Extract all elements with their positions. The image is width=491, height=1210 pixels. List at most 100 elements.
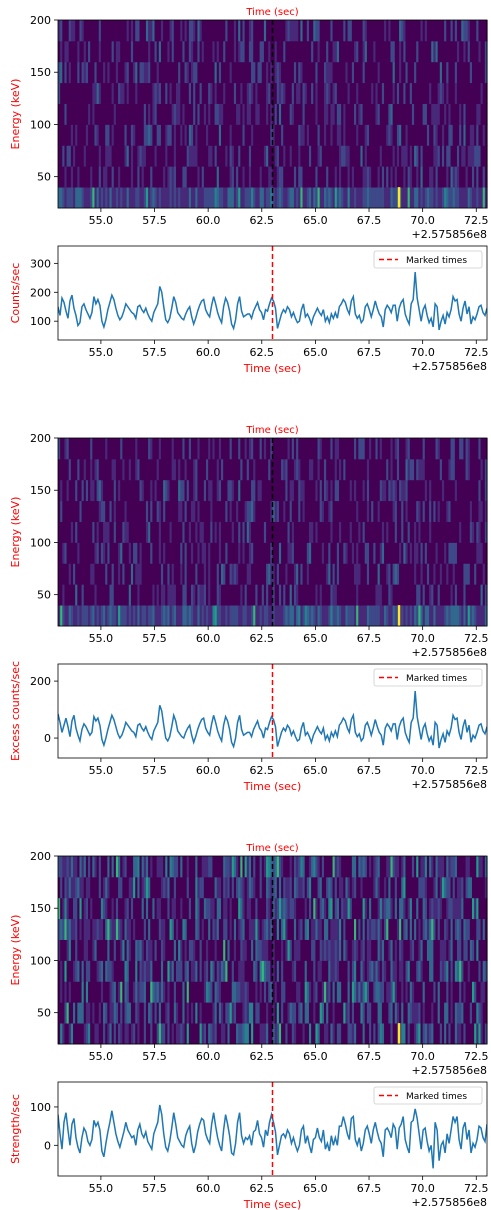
heatmap-cell [311,438,314,460]
heatmap-cell [364,563,368,585]
heatmap-cell [287,1023,291,1045]
heatmap-cell [349,458,353,481]
heatmap-cell [306,500,310,522]
heatmap-cell [433,438,437,460]
heatmap-cell [388,500,392,522]
heatmap-cell [225,939,229,961]
heatmap-cell [437,918,441,940]
heatmap-cell [184,939,188,961]
heatmap-cell [190,166,194,188]
heatmap-cell [317,82,321,104]
heatmap-cell [154,960,158,982]
heatmap-cell [193,166,196,188]
heatmap-cell [274,187,278,209]
heatmap-cell [463,918,467,940]
heatmap-cell [81,479,85,502]
heatmap-cell [167,187,171,209]
heatmap-cell [113,981,117,1003]
heatmap-cell [167,124,171,146]
heatmap-cell [244,82,248,104]
heatmap-cell [319,103,323,125]
heatmap-cell [225,981,229,1003]
heatmap-cell [182,563,186,585]
heatmap-cell [356,103,359,125]
heatmap-cell [103,124,106,146]
heatmap-cell [478,939,482,961]
heatmap-cell [253,1023,256,1045]
heatmap-cell [293,521,297,543]
heatmap-cell [343,166,347,188]
heatmap-cell [332,479,336,502]
heatmap-cell [482,981,486,1003]
heatmap-cell [360,960,364,982]
heatmap-cell [373,500,377,522]
heatmap-cell [160,542,164,564]
heatmap-cell [68,187,72,209]
heatmap-cell [465,438,469,460]
heatmap-cell [424,82,428,104]
heatmap-cell [139,145,143,167]
heatmap-cell [306,61,310,84]
heatmap-cell [484,1002,488,1024]
heatmap-cell [319,438,323,460]
heatmap-cell [248,1002,252,1024]
heatmap-cell [208,1002,211,1024]
heatmap-cell [240,124,244,146]
heatmap-cell [186,981,190,1003]
heatmap-cell [210,1002,214,1024]
heatmap-cell [379,166,383,188]
heatmap-cell [319,584,323,606]
heatmap-cell [268,521,271,543]
heatmap-cell [227,458,231,481]
heatmap-cell [266,166,269,188]
data-series-line [58,271,487,331]
heatmap-cell [259,40,263,63]
heatmap-cell [422,960,426,982]
heatmap-cell [281,145,284,167]
heatmap-cell [175,542,179,564]
heatmap-cell [319,1002,323,1024]
heatmap-cell [351,479,355,502]
heatmap-cell [126,166,130,188]
heatmap-cell [178,563,181,585]
heatmap-cell [175,500,179,522]
heatmap-cell [448,20,452,42]
heatmap-cell [319,20,323,42]
heatmap-cell [263,542,267,564]
heatmap-cell [332,605,336,627]
heatmap-cell [407,605,411,627]
heatmap-cell [141,61,145,84]
heatmap-cell [392,605,396,627]
heatmap-cell [317,605,321,627]
heatmap-cell [70,500,74,522]
heatmap-cell [210,584,214,606]
heatmap-cell [381,479,385,502]
heatmap-cell [306,563,310,585]
heatmap-cell [416,918,419,940]
heatmap-cell [111,82,115,104]
heatmap-cell [390,939,394,961]
heatmap-cell [407,438,411,460]
heatmap-cell [251,124,254,146]
heatmap-cell [345,458,349,481]
heatmap-cell [343,521,347,543]
heatmap-cell [422,145,426,167]
heatmap-cell [401,605,404,627]
heatmap-cell [296,187,299,209]
heatmap-cell [169,960,173,982]
heatmap-cell [482,500,486,522]
heatmap-cell [356,40,359,63]
heatmap-cell [73,145,76,167]
heatmap-cell [227,981,231,1003]
heatmap-cell [268,479,271,502]
heatmap-cell [317,479,321,502]
heatmap-cell [426,918,430,940]
heatmap-cell [347,82,351,104]
heatmap-cell [145,166,149,188]
heatmap-cell [103,82,106,104]
heatmap-cell [386,605,389,627]
heatmap-cell [206,438,209,460]
heatmap-cell [178,458,181,481]
heatmap-cell [390,82,394,104]
heatmap-cell [165,1023,168,1045]
